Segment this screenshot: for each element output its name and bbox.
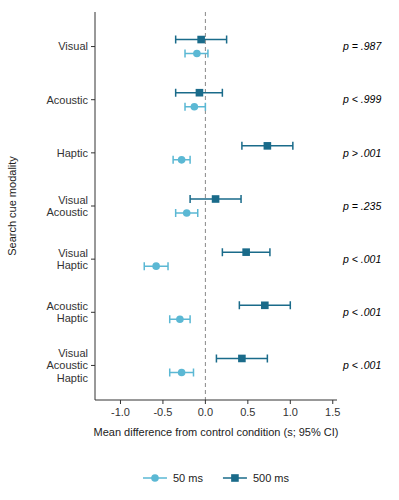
error-bar [216,354,267,362]
y-tick [91,312,95,313]
point [196,89,204,97]
point [191,103,199,111]
reference-line [205,12,206,400]
y-tick-label: VisualAcousticHaptic [46,347,88,384]
chart: -1.0-0.50.00.51.01.5VisualAcousticHaptic… [0,0,399,500]
point [178,369,186,377]
y-tick [91,99,95,100]
x-tick-label: 0.0 [198,406,213,418]
y-tick-label-line: Acoustic [46,359,88,371]
y-tick [91,46,95,47]
y-tick-label-line: Visual [58,194,88,206]
legend: 50 ms 500 ms [143,472,290,484]
plot-area [144,12,293,400]
legend-label: 500 ms [253,472,290,484]
y-tick [91,152,95,153]
point [261,302,269,310]
p-value: p < .001 [342,253,381,265]
point [242,248,250,256]
error-bar [176,36,227,44]
legend-marker [231,474,239,482]
x-tick-label: 0.5 [240,406,255,418]
y-tick-label-line: Visual [58,247,88,259]
x-tick-label: -1.0 [111,406,130,418]
error-bar [176,209,198,217]
y-tick-label-line: Acoustic [46,94,88,106]
y-tick-label-line: Haptic [57,259,89,271]
x-axis-label: Mean difference from control condition (… [94,426,339,438]
y-tick-label: Haptic [57,147,89,159]
point [176,316,184,324]
y-tick-label: VisualAcoustic [46,194,88,219]
point [193,50,201,58]
error-bar [185,50,208,58]
y-tick [91,365,95,366]
p-value: p < .999 [342,93,381,105]
x-tick [162,400,163,404]
error-bar [176,89,223,97]
p-value: p = .987 [342,40,382,52]
p-value: p = .235 [342,200,381,212]
y-tick-label-line: Haptic [57,312,89,324]
point [152,262,160,270]
y-tick-label: VisualHaptic [57,247,89,272]
y-tick [91,206,95,207]
x-tick-label: 1.5 [325,406,340,418]
legend-label: 50 ms [173,472,203,484]
y-tick [91,259,95,260]
error-bar [144,262,168,270]
error-bar [170,368,194,376]
p-value: p < .001 [342,359,381,371]
x-tick [120,400,121,404]
point [183,209,191,217]
y-tick-label-line: Acoustic [46,300,88,312]
error-bar [170,315,190,323]
point [178,156,186,164]
error-bar [242,142,293,150]
error-bar [173,156,190,164]
x-tick-label: -0.5 [153,406,172,418]
point [264,142,272,150]
legend-item: 50 ms [143,472,203,484]
point [197,36,205,44]
background [0,0,399,500]
p-value: p < .001 [342,306,381,318]
y-tick-label-line: Haptic [57,147,89,159]
point [212,195,220,203]
x-tick [205,400,206,404]
error-bar [222,248,270,256]
y-tick-label-line: Acoustic [46,206,88,218]
y-tick-label: Visual [58,40,88,52]
error-bar [239,301,290,309]
y-tick-label-line: Visual [58,347,88,359]
y-tick-label: AcousticHaptic [46,300,88,325]
y-axis-label: Search cue modality [6,156,18,256]
x-axis-line [95,400,337,401]
legend-item: 500 ms [223,472,290,484]
legend-marker [151,474,159,482]
p-value: p > .001 [342,147,381,159]
y-tick-label-line: Visual [58,40,88,52]
y-tick-label: Acoustic [46,94,88,106]
y-tick-label-line: Haptic [57,372,89,384]
x-tick [290,400,291,404]
x-tick [332,400,333,404]
x-tick-label: 1.0 [283,406,298,418]
x-tick [247,400,248,404]
point [238,355,246,363]
error-bar [190,195,241,203]
error-bar [185,103,205,111]
